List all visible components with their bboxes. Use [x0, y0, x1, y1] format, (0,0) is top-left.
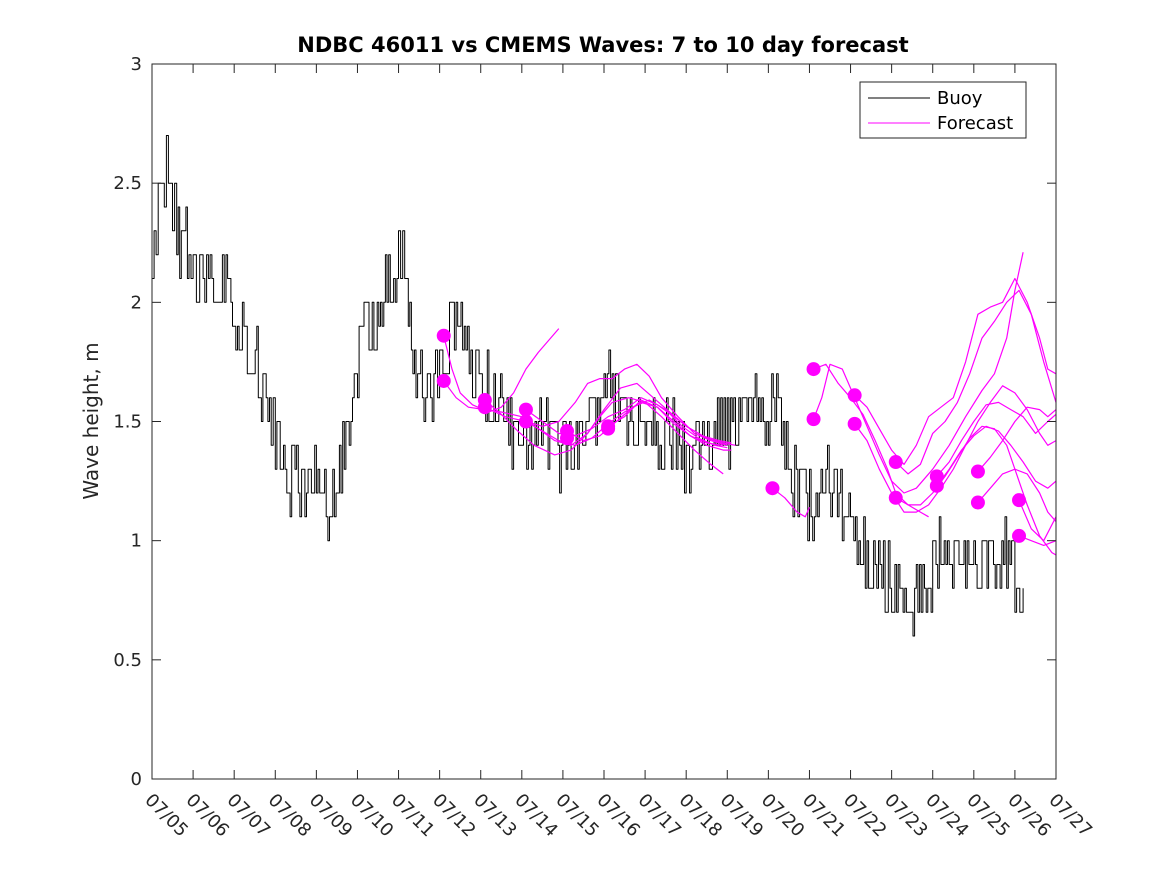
- chart-title: NDBC 46011 vs CMEMS Waves: 7 to 10 day f…: [297, 33, 908, 57]
- forecast-line-15: [895, 497, 929, 518]
- y-tick-label-2: 1: [131, 531, 142, 552]
- forecast-line-8: [607, 399, 724, 446]
- forecast-marker-13: [847, 388, 862, 403]
- forecast-marker-22: [1012, 528, 1027, 543]
- y-tick-labels: 0 0.5 1 1.5 2 2.5 3: [113, 54, 142, 790]
- forecast-marker-7: [560, 431, 575, 446]
- y-axis-label: Wave height, m: [79, 342, 103, 499]
- buoy-line: [152, 135, 1024, 637]
- forecast-marker-3: [477, 400, 492, 415]
- y-tick-label-5: 2.5: [113, 173, 142, 194]
- forecast-marker-9: [601, 421, 616, 436]
- legend-forecast-label: Forecast: [937, 113, 1013, 134]
- forecast-markers: [436, 328, 1027, 543]
- forecast-line-7: [566, 399, 728, 449]
- y-tick-label-1: 0.5: [113, 650, 142, 671]
- forecast-line-19: [977, 468, 1056, 522]
- axis-ticks: [151, 63, 1057, 780]
- y-tick-label-0: 0: [131, 769, 142, 790]
- y-tick-label-6: 3: [131, 54, 142, 75]
- legend-box: [859, 81, 1027, 139]
- forecast-line-11: [813, 252, 1024, 494]
- forecast-marker-15: [888, 455, 903, 470]
- forecast-line-17: [936, 425, 1056, 489]
- forecast-marker-18: [929, 478, 944, 493]
- forecast-line-18: [977, 406, 1056, 472]
- forecast-marker-21: [1012, 493, 1027, 508]
- forecast-marker-20: [970, 495, 985, 510]
- y-tick-label-4: 2: [131, 292, 142, 313]
- forecast-line-20: [1018, 499, 1056, 542]
- forecast-line-1: [443, 328, 560, 413]
- forecast-line-9: [772, 487, 811, 518]
- forecast-marker-0: [436, 328, 451, 343]
- forecast-line-13: [854, 385, 1056, 513]
- forecast-marker-19: [970, 464, 985, 479]
- forecast-marker-12: [806, 412, 821, 427]
- forecast-marker-16: [888, 490, 903, 505]
- forecast-marker-1: [436, 373, 451, 388]
- forecast-marker-11: [806, 362, 821, 377]
- forecast-marker-10: [765, 481, 780, 496]
- forecast-marker-14: [847, 416, 862, 431]
- forecast-line-16: [936, 401, 1056, 477]
- forecast-line-14: [895, 289, 1056, 475]
- forecast-line-12: [854, 277, 1056, 465]
- y-tick-label-3: 1.5: [113, 412, 142, 433]
- legend: Buoy Forecast: [859, 81, 1027, 139]
- forecast-marker-5: [518, 414, 533, 429]
- legend-buoy-label: Buoy: [937, 88, 983, 109]
- forecast-marker-4: [518, 402, 533, 417]
- forecast-line-4: [484, 363, 728, 446]
